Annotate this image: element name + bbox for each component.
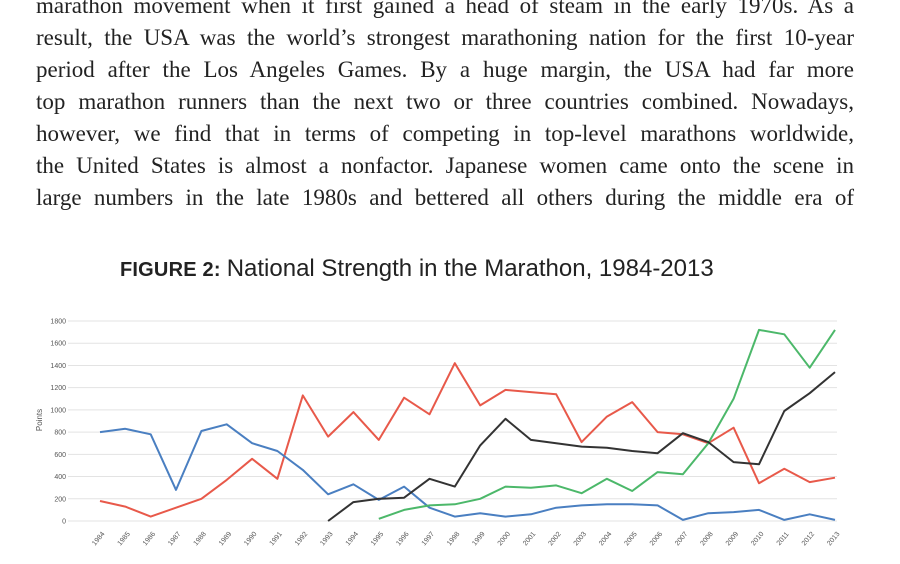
y-tick-label: 600 bbox=[54, 452, 66, 459]
series-line-2 bbox=[99, 423, 836, 521]
x-tick-label: 2000 bbox=[497, 531, 512, 548]
series-line-4 bbox=[327, 371, 836, 522]
y-tick-label: 1200 bbox=[50, 385, 66, 392]
x-tick-label: 1991 bbox=[269, 531, 284, 548]
chart-gridlines bbox=[68, 320, 837, 522]
x-tick-label: 1996 bbox=[395, 531, 410, 548]
y-tick-label: 200 bbox=[54, 496, 66, 503]
text-line: top marathon runners than the next two o… bbox=[36, 89, 854, 114]
x-tick-label: 1984 bbox=[91, 531, 106, 548]
x-tick-label: 1994 bbox=[345, 531, 360, 548]
x-tick-label: 1989 bbox=[218, 531, 233, 548]
x-tick-label: 2004 bbox=[598, 531, 613, 548]
chart-series bbox=[99, 328, 836, 522]
x-tick-label: 1995 bbox=[370, 531, 385, 548]
x-tick-label: 2009 bbox=[725, 531, 740, 548]
text-line: result, the USA was the world’s stronges… bbox=[36, 25, 854, 50]
x-tick-label: 1992 bbox=[294, 531, 309, 548]
y-tick-labels: 1800 1600 1400 1200 1000 800 600 400 200 0 bbox=[50, 319, 66, 526]
x-tick-label: 2006 bbox=[649, 531, 664, 548]
x-tick-label: 1986 bbox=[142, 531, 157, 548]
x-tick-label: 2012 bbox=[801, 531, 816, 548]
y-tick-label: 1800 bbox=[50, 319, 66, 326]
x-tick-label: 1988 bbox=[193, 531, 208, 548]
y-tick-label: 1000 bbox=[50, 407, 66, 414]
x-tick-labels: 1984 1985 1986 1987 1988 1989 1990 1991 1992 1993… bbox=[91, 531, 841, 548]
x-tick-label: 2008 bbox=[699, 531, 714, 548]
figure-label: FIGURE 2: bbox=[120, 259, 221, 281]
x-tick-label: 2002 bbox=[547, 531, 562, 548]
y-tick-label: 800 bbox=[54, 430, 66, 437]
text-line: the United States is almost a nonfactor.… bbox=[36, 153, 854, 178]
y-tick-label: 400 bbox=[54, 474, 66, 481]
text-line: however, we find that in terms of compet… bbox=[36, 121, 854, 146]
x-tick-label: 2001 bbox=[522, 531, 537, 548]
text-line: marathon movement when it first gained a… bbox=[36, 0, 854, 18]
x-tick-label: 1999 bbox=[471, 531, 486, 548]
figure-name: National Strength in the Marathon, 1984-… bbox=[226, 255, 714, 282]
x-tick-label: 2003 bbox=[573, 531, 588, 548]
x-tick-label: 2013 bbox=[826, 531, 841, 548]
series-line-1 bbox=[99, 362, 836, 518]
x-tick-label: 2010 bbox=[750, 531, 765, 548]
body-text: marathon movement when it first gained a… bbox=[36, 0, 854, 214]
x-tick-label: 2011 bbox=[776, 531, 791, 547]
y-tick-label: 0 bbox=[62, 519, 66, 526]
x-tick-label: 2005 bbox=[623, 531, 638, 548]
x-tick-label: 1990 bbox=[243, 531, 258, 548]
text-line: period after the Los Angeles Games. By a… bbox=[36, 57, 854, 82]
figure-title: FIGURE 2: National Strength in the Marath… bbox=[120, 255, 820, 283]
x-tick-label: 2007 bbox=[674, 531, 689, 548]
y-tick-label: 1600 bbox=[50, 341, 66, 348]
x-tick-label: 1997 bbox=[421, 531, 436, 548]
text-line: large numbers in the late 1980s and bett… bbox=[36, 185, 854, 210]
x-tick-label: 1987 bbox=[167, 531, 182, 548]
x-tick-label: 1998 bbox=[446, 531, 461, 548]
x-tick-label: 1993 bbox=[319, 531, 334, 548]
y-axis-label: Points bbox=[35, 409, 44, 431]
series-line-3 bbox=[378, 328, 836, 520]
x-tick-label: 1985 bbox=[117, 531, 132, 548]
y-tick-label: 1400 bbox=[50, 363, 66, 370]
